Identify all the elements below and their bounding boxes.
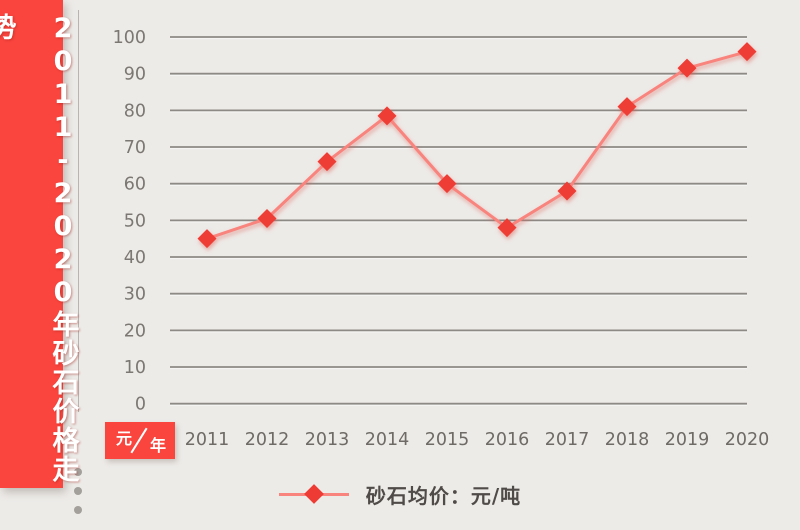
- x-tick-label: 2011: [185, 430, 230, 450]
- x-tick-label: 2020: [725, 430, 770, 450]
- y-tick-label: 90: [124, 65, 146, 85]
- data-point-diamond: [497, 218, 517, 238]
- x-tick-label: 2012: [245, 430, 290, 450]
- dot-icon: [74, 468, 82, 476]
- y-axis-line: [78, 10, 79, 412]
- unit-numerator-label: 元: [116, 429, 133, 448]
- data-point-diamond: [677, 58, 697, 78]
- y-tick-label: 40: [124, 248, 146, 268]
- data-point-diamond: [737, 42, 757, 62]
- data-point-diamond: [557, 181, 577, 201]
- data-point-diamond: [377, 106, 397, 126]
- y-tick-label: 50: [124, 211, 146, 231]
- legend-label: 砂石均价：元/吨: [365, 483, 522, 508]
- y-tick-label: 0: [135, 395, 146, 415]
- x-tick-label: 2017: [545, 430, 590, 450]
- y-tick-label: 70: [124, 138, 146, 158]
- x-tick-label: 2014: [365, 430, 410, 450]
- unit-slash-divider: [130, 427, 148, 454]
- dot-icon: [74, 487, 82, 495]
- page-title: 2011-2020年砂石价格走势: [0, 13, 79, 484]
- axis-unit-label: 元 年: [105, 422, 175, 459]
- dot-icon: [74, 506, 82, 514]
- legend-line-marker: [278, 484, 349, 504]
- data-point-diamond: [617, 97, 637, 117]
- price-line: [205, 50, 749, 241]
- y-tick-label: 10: [124, 358, 146, 378]
- y-tick-label: 30: [124, 285, 146, 305]
- y-tick-label: 100: [113, 28, 146, 48]
- x-tick-label: 2015: [425, 430, 470, 450]
- x-tick-label: 2019: [665, 430, 710, 450]
- data-point-diamond: [197, 229, 217, 249]
- price-series: [197, 42, 757, 249]
- data-point-diamond: [437, 174, 457, 194]
- y-tick-label: 20: [124, 321, 146, 341]
- title-banner: 2011-2020年砂石价格走势: [0, 0, 79, 488]
- chart-legend: 砂石均价：元/吨: [0, 479, 800, 509]
- y-tick-label: 80: [124, 101, 146, 121]
- data-point-diamond: [257, 209, 277, 229]
- y-tick-label: 60: [124, 175, 146, 195]
- x-tick-label: 2013: [305, 430, 350, 450]
- decorative-dots: [74, 468, 84, 525]
- legend-diamond-icon: [303, 484, 324, 504]
- unit-denominator-label: 年: [149, 436, 166, 455]
- x-tick-label: 2018: [605, 430, 650, 450]
- x-tick-label: 2016: [485, 430, 530, 450]
- data-point-diamond: [317, 152, 337, 172]
